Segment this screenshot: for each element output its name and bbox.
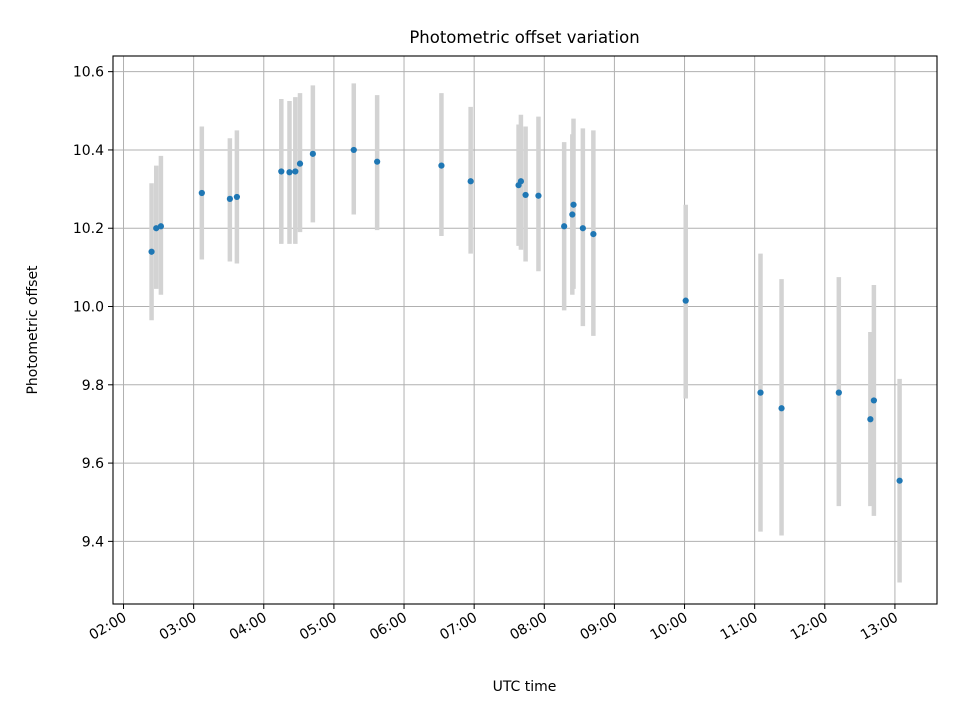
- x-tick-label: 11:00: [718, 610, 761, 644]
- data-point: [467, 178, 474, 185]
- data-point: [148, 248, 155, 255]
- x-axis-label: UTC time: [493, 679, 557, 695]
- data-point: [296, 160, 304, 167]
- data-point: [579, 225, 586, 232]
- y-tick-label: 9.4: [82, 534, 104, 550]
- data-point: [292, 168, 299, 175]
- data-point: [522, 191, 529, 199]
- data-point: [757, 389, 764, 396]
- data-point: [374, 158, 381, 165]
- y-tick-label: 10.6: [73, 65, 104, 81]
- y-tick-label: 10.0: [73, 300, 104, 316]
- x-tick-label: 09:00: [577, 610, 620, 644]
- data-point: [870, 397, 877, 404]
- x-tick-label: 04:00: [227, 610, 270, 644]
- data-point: [233, 193, 240, 201]
- data-point: [896, 477, 903, 484]
- data-point: [278, 168, 285, 175]
- x-tick-label: 08:00: [507, 610, 550, 644]
- x-tick-label: 07:00: [437, 610, 480, 644]
- x-tick-label: 10:00: [648, 610, 691, 644]
- data-point: [835, 389, 842, 396]
- plot-frame: [112, 55, 938, 605]
- data-point: [517, 178, 525, 185]
- y-axis-ticks: 9.4 9.6 9.8 10.0 10.2 10.4 10.6: [73, 65, 113, 550]
- data-point: [286, 169, 293, 176]
- x-tick-label: 06:00: [367, 610, 410, 644]
- data-point: [157, 223, 165, 230]
- data-point: [309, 150, 316, 157]
- data-point: [778, 405, 785, 412]
- data-point: [569, 211, 576, 218]
- data-point: [570, 201, 577, 208]
- y-axis-label: Photometric offset: [25, 265, 41, 395]
- data-point: [350, 146, 357, 154]
- x-tick-label: 13:00: [858, 610, 901, 644]
- y-tick-label: 9.8: [82, 378, 104, 394]
- x-tick-label: 12:00: [788, 610, 831, 644]
- data-point: [867, 416, 874, 423]
- x-tick-label: 02:00: [87, 610, 130, 644]
- data-point: [590, 231, 597, 238]
- data-point: [226, 195, 233, 202]
- x-tick-label: 05:00: [297, 610, 340, 644]
- x-axis-ticks: 02:00 03:00 04:00 05:00 06:00 07:00 08:00 09:00…: [87, 604, 901, 644]
- data-points: [148, 146, 903, 484]
- data-point: [153, 225, 160, 232]
- data-point: [561, 223, 568, 230]
- x-tick-label: 03:00: [157, 610, 200, 644]
- data-point: [682, 297, 689, 304]
- chart-title: Photometric offset variation: [409, 28, 639, 47]
- y-tick-label: 10.2: [73, 221, 104, 237]
- data-point: [438, 162, 445, 169]
- data-point: [535, 192, 542, 199]
- data-point: [198, 189, 205, 197]
- y-tick-label: 9.6: [82, 456, 104, 472]
- y-tick-label: 10.4: [73, 143, 104, 159]
